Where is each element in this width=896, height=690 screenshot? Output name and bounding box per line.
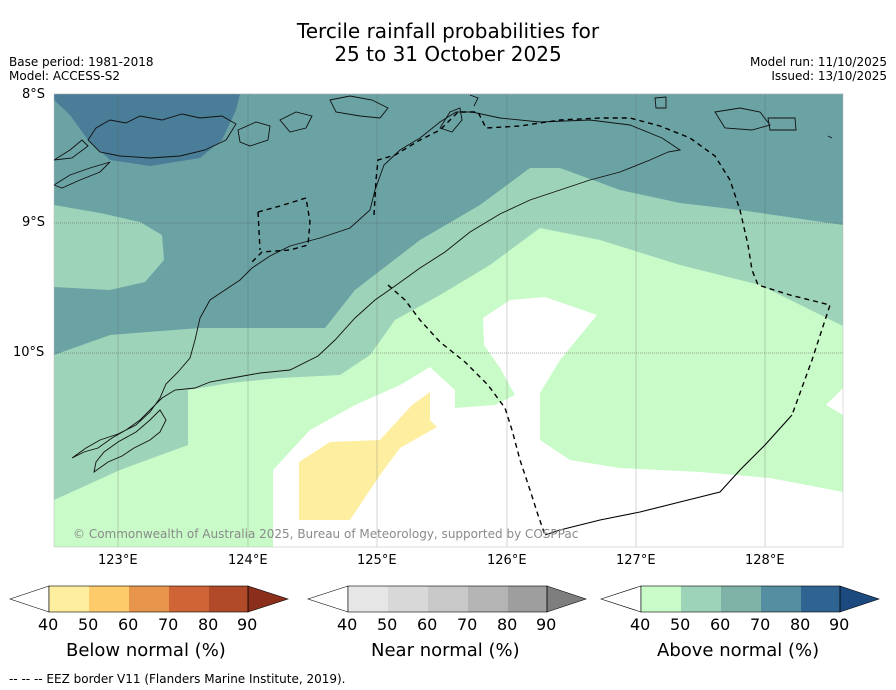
near-colorbar-segment-5 [508, 586, 547, 612]
probability-field [54, 94, 843, 547]
chart-title: Tercile rainfall probabilities for 25 to… [0, 20, 896, 66]
meta-right: Model run: 11/10/2025 Issued: 13/10/2025 [749, 55, 887, 83]
below-tick-90: 90 [237, 615, 258, 634]
lon-label-126e: 126°E [487, 553, 527, 568]
below-colorbar-segment-6 [247, 585, 289, 613]
above-tick-50: 50 [670, 615, 691, 634]
colorbar-below [9, 585, 289, 613]
meta-left: Base period: 1981-2018 Model: ACCESS-S2 [9, 55, 154, 83]
above-tick-40: 40 [630, 615, 651, 634]
field-below-40-50 [299, 392, 437, 520]
eez-solid [544, 414, 793, 536]
near-tick-80: 80 [497, 615, 518, 634]
above-colorbar-segment-0 [600, 585, 642, 613]
map-frame [53, 93, 844, 548]
field-50-60-west [54, 205, 164, 290]
lon-label-125e: 125°E [357, 553, 397, 568]
near-tick-50: 50 [377, 615, 398, 634]
above-colorbar-segment-2 [681, 586, 721, 612]
below-tick-40: 40 [38, 615, 59, 634]
eez-border [251, 111, 831, 536]
title-line-2: 25 to 31 October 2025 [334, 42, 562, 66]
below-colorbar-segment-1 [49, 586, 89, 612]
model-name: Model: ACCESS-S2 [9, 68, 121, 83]
lon-label-124e: 124°E [228, 553, 268, 568]
below-tick-70: 70 [158, 615, 179, 634]
below-colorbar-segment-3 [129, 586, 169, 612]
above-colorbar-segment-6 [839, 585, 880, 613]
near-normal-title: Near normal (%) [371, 640, 520, 661]
near-colorbar-segment-1 [348, 586, 388, 612]
coastlines [54, 94, 833, 474]
base-period: Base period: 1981-2018 [9, 55, 154, 69]
near-colorbar-segment-4 [468, 586, 508, 612]
eez-footnote: -- -- -- EEZ border V11 (Flanders Marine… [9, 672, 346, 686]
below-tick-60: 60 [118, 615, 139, 634]
above-tick-90: 90 [829, 615, 850, 634]
above-tick-60: 60 [710, 615, 731, 634]
field-70-80 [54, 94, 240, 166]
near-tick-70: 70 [457, 615, 478, 634]
near-tick-40: 40 [337, 615, 358, 634]
near-tick-60: 60 [417, 615, 438, 634]
below-colorbar-segment-0 [9, 585, 50, 613]
model-run: Model run: 11/10/2025 [749, 55, 887, 69]
lat-label-10s: 10°S [13, 345, 45, 360]
below-tick-50: 50 [78, 615, 99, 634]
above-colorbar-segment-4 [761, 586, 801, 612]
issued-date: Issued: 13/10/2025 [771, 68, 887, 83]
below-colorbar-segment-5 [209, 586, 248, 612]
lat-label-8s: 8°S [22, 87, 46, 102]
above-tick-70: 70 [750, 615, 771, 634]
above-colorbar-segment-5 [801, 586, 840, 612]
near-tick-90: 90 [536, 615, 557, 634]
title-line-1: Tercile rainfall probabilities for [296, 19, 600, 43]
lon-label-127e: 127°E [616, 553, 656, 568]
near-colorbar-segment-0 [307, 585, 349, 613]
near-colorbar-segment-3 [428, 586, 468, 612]
below-normal-title: Below normal (%) [66, 640, 226, 661]
near-colorbar-segment-2 [388, 586, 428, 612]
colorbar-near [307, 585, 587, 613]
above-colorbar-segment-1 [641, 586, 681, 612]
colorbar-above [600, 585, 880, 613]
field-neutral [273, 297, 843, 547]
lon-label-123e: 123°E [98, 553, 138, 568]
above-tick-80: 80 [790, 615, 811, 634]
above-normal-title: Above normal (%) [657, 640, 820, 661]
below-colorbar-segment-2 [89, 586, 129, 612]
lon-label-128e: 128°E [745, 553, 785, 568]
above-colorbar-segment-3 [721, 586, 761, 612]
lat-label-9s: 9°S [22, 215, 46, 230]
near-colorbar-segment-6 [546, 585, 587, 613]
below-colorbar-segment-4 [169, 586, 209, 612]
below-tick-80: 80 [198, 615, 219, 634]
field-neutral-east [826, 388, 843, 415]
copyright-notice: © Commonwealth of Australia 2025, Bureau… [73, 527, 579, 541]
